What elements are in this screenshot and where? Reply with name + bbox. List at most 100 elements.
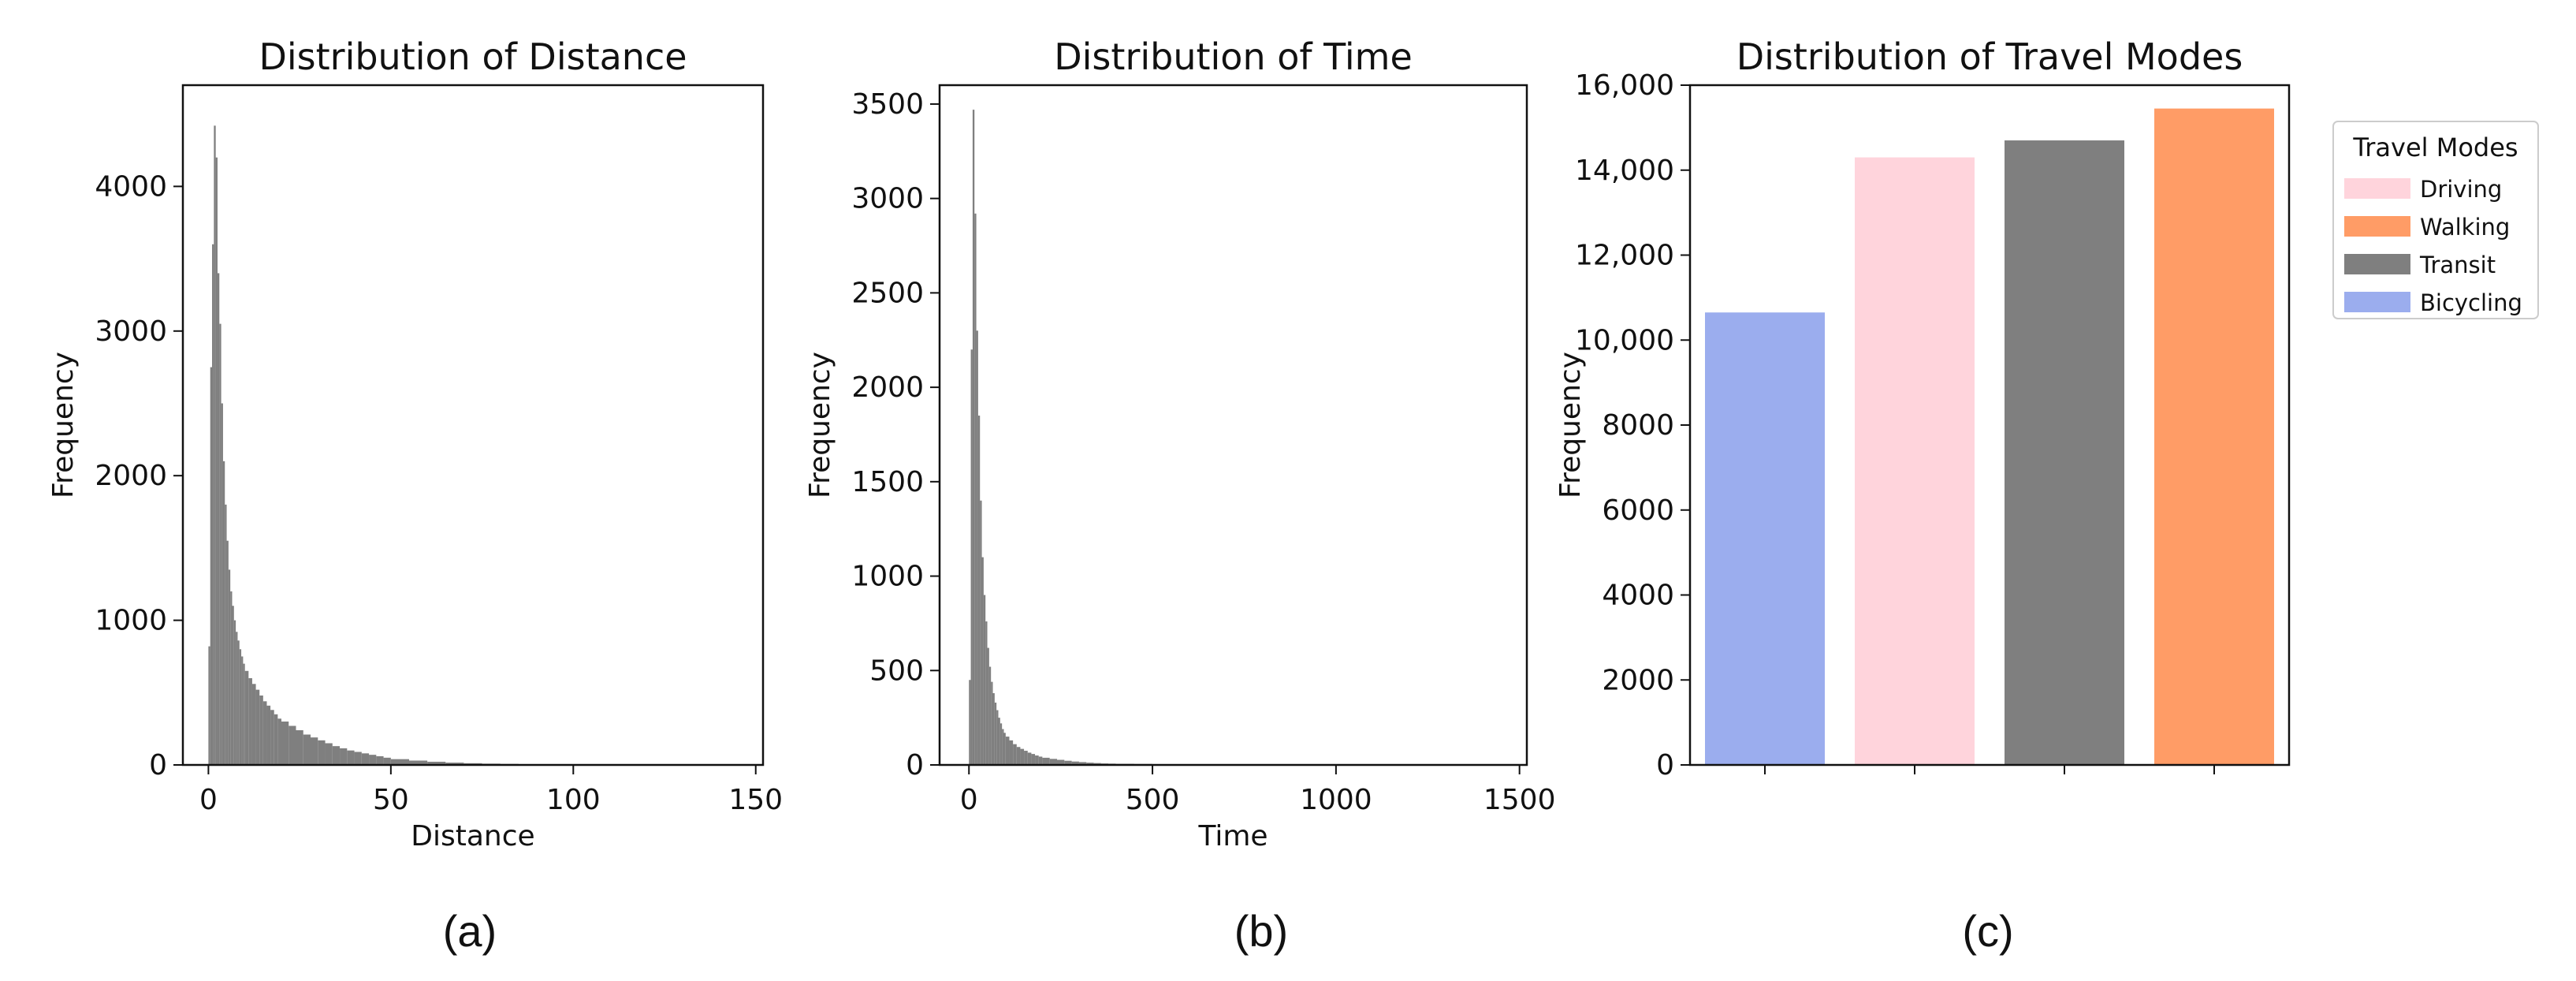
histogram-bar [266, 705, 271, 765]
legend-label-walking: Walking [2420, 214, 2510, 241]
x-tick-label: 500 [1126, 784, 1180, 816]
plot-frame [181, 84, 765, 767]
histogram-bar [277, 718, 281, 765]
legend-swatch-driving [2344, 178, 2410, 199]
x-axis-label: Distance [411, 820, 534, 852]
histogram-bar [296, 729, 303, 765]
histogram-bar [988, 666, 992, 765]
histogram-bar [1086, 763, 1094, 765]
histogram-bar [233, 620, 236, 765]
bar-bicycling [1705, 312, 1825, 765]
histogram-bar [230, 591, 233, 765]
histogram-bar [991, 681, 993, 765]
histogram-bar [376, 755, 384, 765]
histogram-bar [408, 760, 428, 765]
histogram-bar [361, 753, 370, 765]
histogram-bar [998, 718, 1000, 765]
chart-panel-3: 0 2000 4000 6000 8000 10,000 12,000 14,000 16,00… [1554, 35, 2539, 956]
histogram-bar [1031, 754, 1036, 765]
panel-label: (a) [443, 906, 497, 956]
histogram-bar [987, 647, 989, 765]
legend-label-bicycling: Bicycling [2420, 289, 2522, 316]
y-axis-label: Frequency [47, 352, 80, 498]
x-tick-label: 100 [546, 784, 601, 816]
y-tick-label: 1000 [851, 561, 924, 593]
histogram-bar [239, 649, 242, 765]
histogram-bar [977, 416, 981, 765]
histogram-bar [1009, 740, 1014, 765]
legend-swatch-transit [2344, 254, 2410, 274]
x-axis-label: Time [1197, 820, 1268, 852]
histogram-bar [980, 500, 982, 765]
chart-panel-2: 0 500 1000 1500 0 500 1000 1500 2000 2500 3000 3500… [804, 35, 1556, 956]
chart-title: Distribution of Travel Modes [1737, 35, 2243, 78]
histogram-bar [212, 244, 214, 765]
y-tick-label: 4000 [95, 170, 167, 203]
histogram-bar [445, 763, 464, 765]
histogram-bar [1005, 737, 1010, 765]
histogram-bar [1038, 756, 1043, 765]
histogram-bar [222, 461, 225, 765]
y-tick-label: 2000 [95, 460, 167, 492]
histogram-bar [994, 702, 997, 765]
histogram-bar [241, 656, 244, 765]
legend-label-driving: Driving [2420, 176, 2502, 203]
histogram-bar [427, 761, 446, 765]
histogram-bar [383, 757, 391, 765]
histogram-bar [976, 330, 978, 765]
y-tick-label: 14,000 [1575, 155, 1674, 187]
histogram-bar [1049, 759, 1057, 765]
y-tick-label: 0 [149, 749, 167, 781]
histogram-bar [347, 750, 355, 765]
y-tick-label: 1500 [851, 466, 924, 498]
histogram-bar [208, 646, 210, 765]
y-tick-label: 500 [869, 655, 924, 687]
histogram-bar [243, 663, 245, 765]
histogram-bar [281, 721, 289, 765]
histogram-bar [1020, 748, 1025, 765]
histogram-bar [225, 504, 227, 765]
y-tick-label: 4000 [1602, 580, 1674, 612]
histogram-bar [1064, 760, 1072, 765]
histogram-bar [1027, 752, 1032, 765]
y-tick-label: 2000 [1602, 664, 1674, 696]
y-tick-label: 12,000 [1575, 240, 1674, 272]
histogram-bar [1057, 759, 1065, 765]
histogram-bar [251, 684, 256, 765]
histogram-bar [214, 125, 216, 765]
x-tick-label: 1000 [1300, 784, 1372, 816]
panel-label: (c) [1962, 906, 2013, 956]
histogram-bar [236, 632, 238, 765]
chart-title: Distribution of Distance [259, 35, 687, 78]
y-tick-label: 10,000 [1575, 324, 1674, 356]
histogram-bar [1013, 744, 1017, 765]
histogram-bar [259, 695, 263, 765]
histogram-bar [390, 759, 409, 765]
histogram-bar [972, 110, 975, 765]
legend: Travel Modes Driving Walking Transit Bicycli… [2332, 121, 2539, 319]
x-tick-label: 1500 [1483, 784, 1556, 816]
histogram-bar [221, 403, 223, 765]
x-tick-label: 0 [960, 784, 978, 816]
histogram-bar [996, 710, 999, 765]
histogram-bar [210, 367, 213, 765]
histogram-bar [244, 670, 249, 765]
histogram-bar [1042, 757, 1050, 765]
histogram-bar [228, 569, 231, 765]
histogram-bar [318, 740, 326, 765]
histogram-bar [1016, 747, 1021, 765]
histogram-bar [237, 640, 240, 765]
histogram-bar [270, 710, 274, 765]
histogram-bar [1003, 733, 1006, 765]
legend-swatch-walking [2344, 216, 2410, 237]
y-tick-label: 6000 [1602, 494, 1674, 527]
histogram-bar [981, 557, 984, 765]
x-tick-label: 150 [728, 784, 783, 816]
chart-title: Distribution of Time [1054, 35, 1413, 78]
y-tick-label: 3000 [851, 183, 924, 215]
y-tick-label: 1000 [95, 605, 167, 637]
histogram-bar [262, 701, 267, 765]
histogram-bar [332, 746, 341, 765]
histogram-bar [226, 540, 229, 765]
y-tick-label: 2000 [851, 371, 924, 404]
